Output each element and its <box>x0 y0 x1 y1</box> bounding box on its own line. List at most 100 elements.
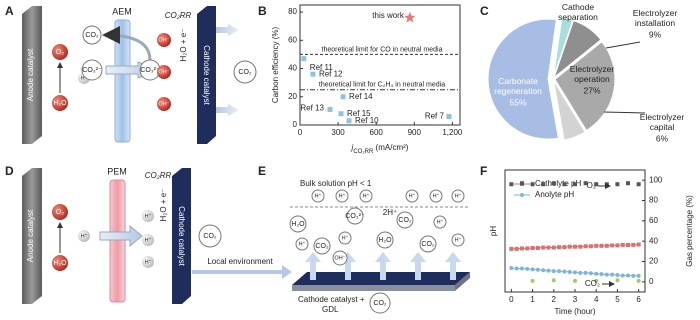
species-label: H⁺ <box>455 192 462 199</box>
species-label: CO₂ <box>203 233 217 240</box>
point-label: Ref 14 <box>349 92 373 101</box>
point <box>615 182 620 187</box>
point <box>525 246 530 251</box>
species-label: H⁺ <box>433 192 440 199</box>
point <box>620 273 625 278</box>
point-label: Ref 11 <box>310 63 334 72</box>
y2-axis-title: Gas percentage (%) <box>685 195 694 267</box>
point <box>610 243 615 248</box>
point <box>636 242 641 247</box>
point <box>562 182 567 187</box>
point <box>578 244 583 249</box>
point <box>541 245 546 250</box>
species-label: H₂O <box>53 100 67 107</box>
point <box>573 278 577 283</box>
point <box>636 273 641 278</box>
pie-slice <box>553 80 586 141</box>
panel-label: A <box>5 4 14 18</box>
pie-slice <box>554 41 616 132</box>
point <box>567 244 572 249</box>
point <box>530 245 535 250</box>
point <box>573 270 577 275</box>
species-label: CO₂ <box>238 69 252 76</box>
species <box>419 235 437 253</box>
panel-label: B <box>258 4 267 18</box>
species-label: CO₃²⁻ <box>140 67 160 74</box>
species <box>233 60 257 84</box>
x-tick-label: 5 <box>615 295 620 304</box>
x-tick-label: 0 <box>509 295 514 304</box>
x-axis-unit: (mA/cm²) <box>373 143 408 152</box>
series-annotation: O₂ <box>587 181 596 190</box>
point <box>578 270 583 275</box>
point <box>583 270 588 275</box>
point <box>562 245 567 250</box>
point <box>610 272 615 277</box>
y-tick-label: 20 <box>288 92 297 101</box>
point <box>588 271 593 276</box>
point <box>594 182 599 187</box>
point <box>338 111 344 117</box>
species-label: H⁺ <box>81 74 88 81</box>
arrow <box>102 26 152 61</box>
reaction-label: CO₂RR <box>165 11 192 20</box>
cathode-slab <box>197 6 216 144</box>
species-label: H⁺ <box>455 236 462 243</box>
pie-slice <box>553 19 602 79</box>
point <box>599 243 604 248</box>
point <box>599 272 604 277</box>
point <box>551 245 556 250</box>
point <box>525 266 530 271</box>
panel-d: Anode catalyst PEM Cathode catalyst CO₂R… <box>22 166 292 304</box>
arrow-label: Local environment <box>207 257 273 266</box>
panel-a: Anode catalyst AEM Cathode catalyst CO₂R… <box>22 6 239 144</box>
species-label: OH⁻ <box>158 69 169 75</box>
panel-label: C <box>480 4 489 18</box>
flow-arrow <box>192 265 292 279</box>
half-reaction: H₂O + e⁻ <box>159 189 168 222</box>
species-label: H⁺ <box>342 234 349 241</box>
point <box>631 242 636 247</box>
point <box>530 182 535 187</box>
species-label: 2H⁺ <box>383 208 397 217</box>
point <box>588 244 593 249</box>
x-tick-label: 6 <box>636 295 641 304</box>
x-tick-label: 1,200 <box>442 128 463 137</box>
point <box>514 246 519 251</box>
point <box>636 278 641 283</box>
species <box>311 189 325 203</box>
species <box>82 25 102 45</box>
point <box>519 266 524 271</box>
point <box>620 242 625 247</box>
slice-value: 6% <box>656 133 669 143</box>
species-label: H⁺ <box>299 240 306 247</box>
aem-membrane <box>114 19 131 143</box>
slice-value: 55% <box>509 97 526 107</box>
point <box>562 269 567 274</box>
point <box>583 244 588 249</box>
point <box>551 269 556 274</box>
species <box>142 210 154 222</box>
point <box>520 193 524 197</box>
point <box>551 278 556 283</box>
species-label: CO₂ <box>315 243 329 250</box>
point <box>573 244 577 249</box>
point <box>557 245 562 250</box>
y-axis-title: pH <box>489 226 498 236</box>
species <box>52 204 68 220</box>
species <box>81 59 103 81</box>
species <box>52 95 68 111</box>
anode-label: Anode catalyst <box>26 48 35 101</box>
species <box>359 189 373 203</box>
species <box>405 189 419 203</box>
point <box>615 278 620 283</box>
x-tick-label: 2 <box>552 295 557 304</box>
x-tick-label: 900 <box>408 128 422 137</box>
species <box>52 255 68 271</box>
point <box>573 182 577 187</box>
point <box>346 118 352 124</box>
series-annotation: CO₂ <box>585 279 600 288</box>
x-axis-symbol: j <box>351 143 354 152</box>
point <box>530 278 535 283</box>
